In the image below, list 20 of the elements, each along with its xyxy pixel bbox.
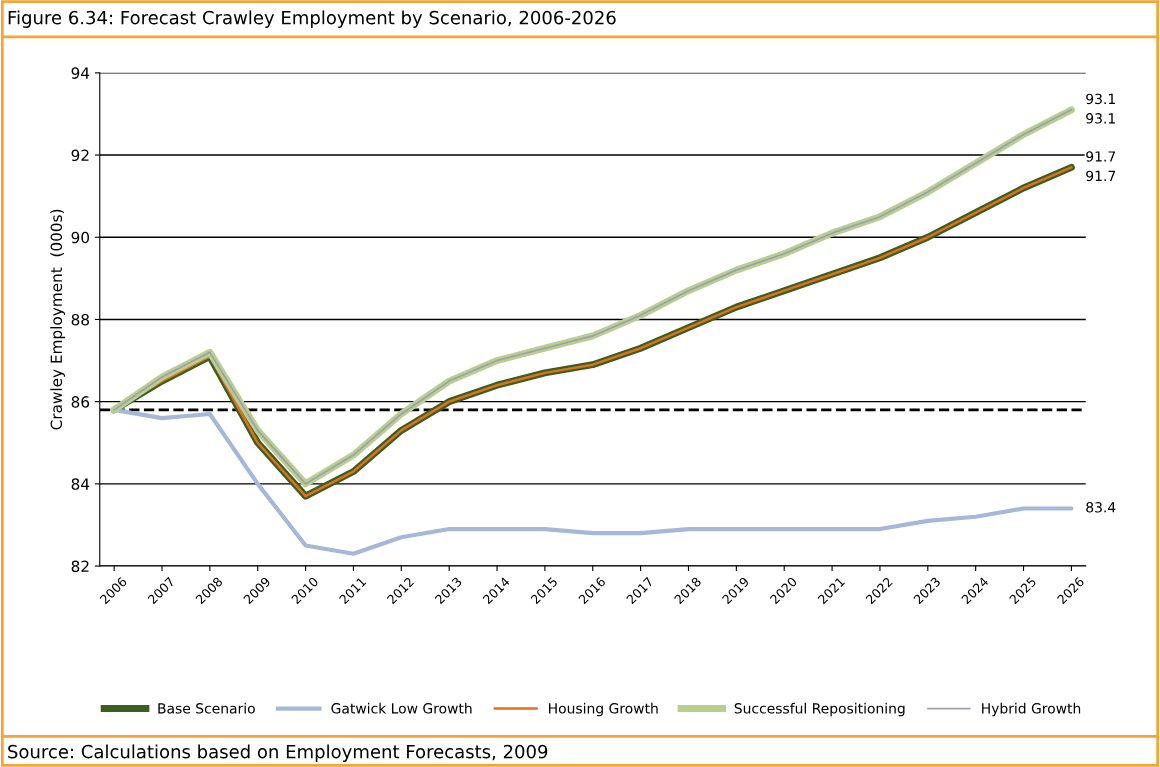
data-label: 83.4 <box>1086 502 1116 513</box>
chart-title: Figure 6.34: Forecast Crawley Employment by Scenario, 2006-2026 <box>8 10 616 28</box>
y-tick-label: 82 <box>71 560 89 573</box>
legend-label: Housing Growth <box>549 702 658 717</box>
data-label: 91.7 <box>1086 151 1116 162</box>
legend-label: Gatwick Low Growth <box>331 702 472 714</box>
legend-label: Successful Repositioning <box>734 702 905 717</box>
data-label: 93.1 <box>1086 113 1115 124</box>
y-tick-label: 92 <box>71 149 89 162</box>
y-tick-label: 90 <box>71 231 90 244</box>
y-tick-label: 88 <box>71 313 89 326</box>
y-axis-title: Crawley Employment (000s) <box>50 209 66 430</box>
legend-label: Base Scenario <box>158 702 255 714</box>
data-label: 93.1 <box>1086 93 1115 105</box>
data-label: 91.7 <box>1086 170 1116 182</box>
y-tick-label: 84 <box>71 478 90 490</box>
legend-label: Hybrid Growth <box>982 702 1081 717</box>
y-tick-label: 94 <box>71 67 90 79</box>
source-note: Source: Calculations based on Employment Forecasts, 2009 <box>8 744 548 762</box>
y-tick-label: 86 <box>71 396 90 408</box>
